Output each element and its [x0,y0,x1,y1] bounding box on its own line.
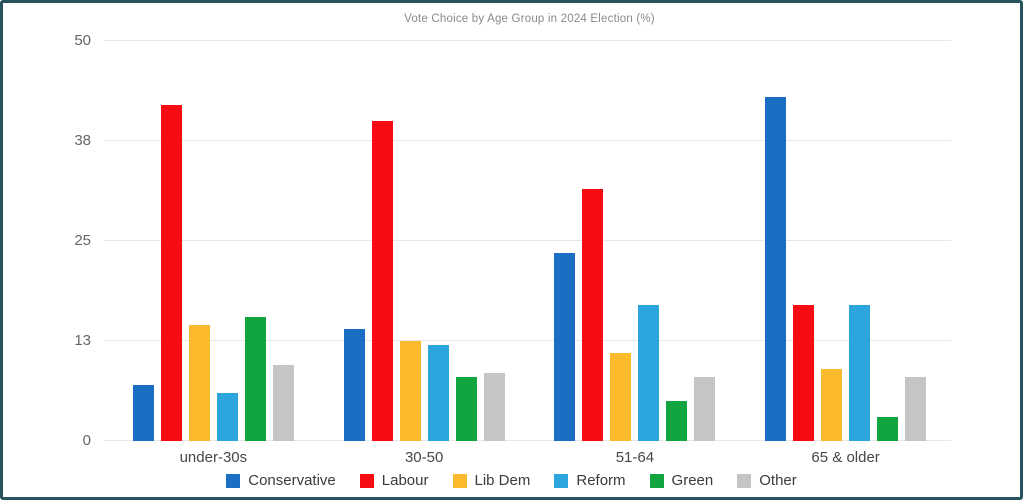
legend-item-labour[interactable]: Labour [359,472,429,489]
legend-item-lib-dem[interactable]: Lib Dem [452,472,531,489]
legend-item-green[interactable]: Green [649,472,714,489]
x-axis-label: 30-50 [404,449,444,466]
legend-item-reform[interactable]: Reform [554,472,626,489]
legend-swatch-reform [554,473,569,488]
x-axis-label: 51-64 [615,449,655,466]
bar-labour[interactable] [582,189,604,441]
gridline [104,340,951,341]
bar-lib-dem[interactable] [188,325,210,441]
bar-labour[interactable] [371,121,393,441]
legend-label: Lib Dem [474,472,531,489]
bar-conservative[interactable] [554,253,576,441]
legend-swatch-labour [359,473,374,488]
bar-group-30-50 [319,41,530,441]
legend-label: Labour [381,472,429,489]
y-tick-label: 13 [74,332,91,349]
bar-green[interactable] [877,417,899,441]
legend-swatch-lib-dem [452,473,467,488]
gridline [104,240,951,241]
bar-reform[interactable] [638,305,660,441]
bar-conservative[interactable] [765,97,787,441]
bar-lib-dem[interactable] [610,353,632,441]
gridline [104,140,951,141]
gridline [104,40,951,41]
chart-title: Vote Choice by Age Group in 2024 Electio… [404,13,655,25]
legend-label: Reform [576,472,626,489]
legend: Conservative Labour Lib Dem Reform Green Othe… [3,472,1020,489]
bar-group-51-64 [530,41,741,441]
bar-other[interactable] [905,377,927,441]
bar-group-under-30s [108,41,319,441]
legend-item-other[interactable]: Other [737,472,797,489]
legend-label: Conservative [248,472,336,489]
bar-reform[interactable] [849,305,871,441]
legend-swatch-conservative [226,473,241,488]
bar-green[interactable] [455,377,477,441]
bar-other[interactable] [272,365,294,441]
legend-label: Green [671,472,714,489]
legend-item-conservative[interactable]: Conservative [226,472,336,489]
bar-lib-dem[interactable] [399,341,421,441]
bar-other[interactable] [694,377,716,441]
bar-labour[interactable] [160,105,182,441]
bar-lib-dem[interactable] [821,369,843,441]
bar-group-65-older [740,41,951,441]
bar-green[interactable] [666,401,688,441]
y-tick-label: 50 [74,32,91,49]
bar-other[interactable] [483,373,505,441]
y-tick-label: 25 [74,232,91,249]
plot-area [104,40,951,441]
x-axis-label: 65 & older [811,449,880,466]
bar-conservative[interactable] [343,329,365,441]
x-axis: under-30s 30-50 51-64 65 & older [108,449,951,466]
bar-reform[interactable] [427,345,449,441]
legend-swatch-other [737,473,752,488]
bar-labour[interactable] [793,305,815,441]
legend-label: Other [759,472,797,489]
gridline [104,440,951,441]
y-tick-label: 0 [82,432,91,449]
legend-swatch-green [649,473,664,488]
y-tick-label: 38 [74,132,91,149]
bar-reform[interactable] [216,393,238,441]
x-axis-label: under-30s [179,449,248,466]
bar-conservative[interactable] [132,385,154,441]
bar-green[interactable] [244,317,266,441]
